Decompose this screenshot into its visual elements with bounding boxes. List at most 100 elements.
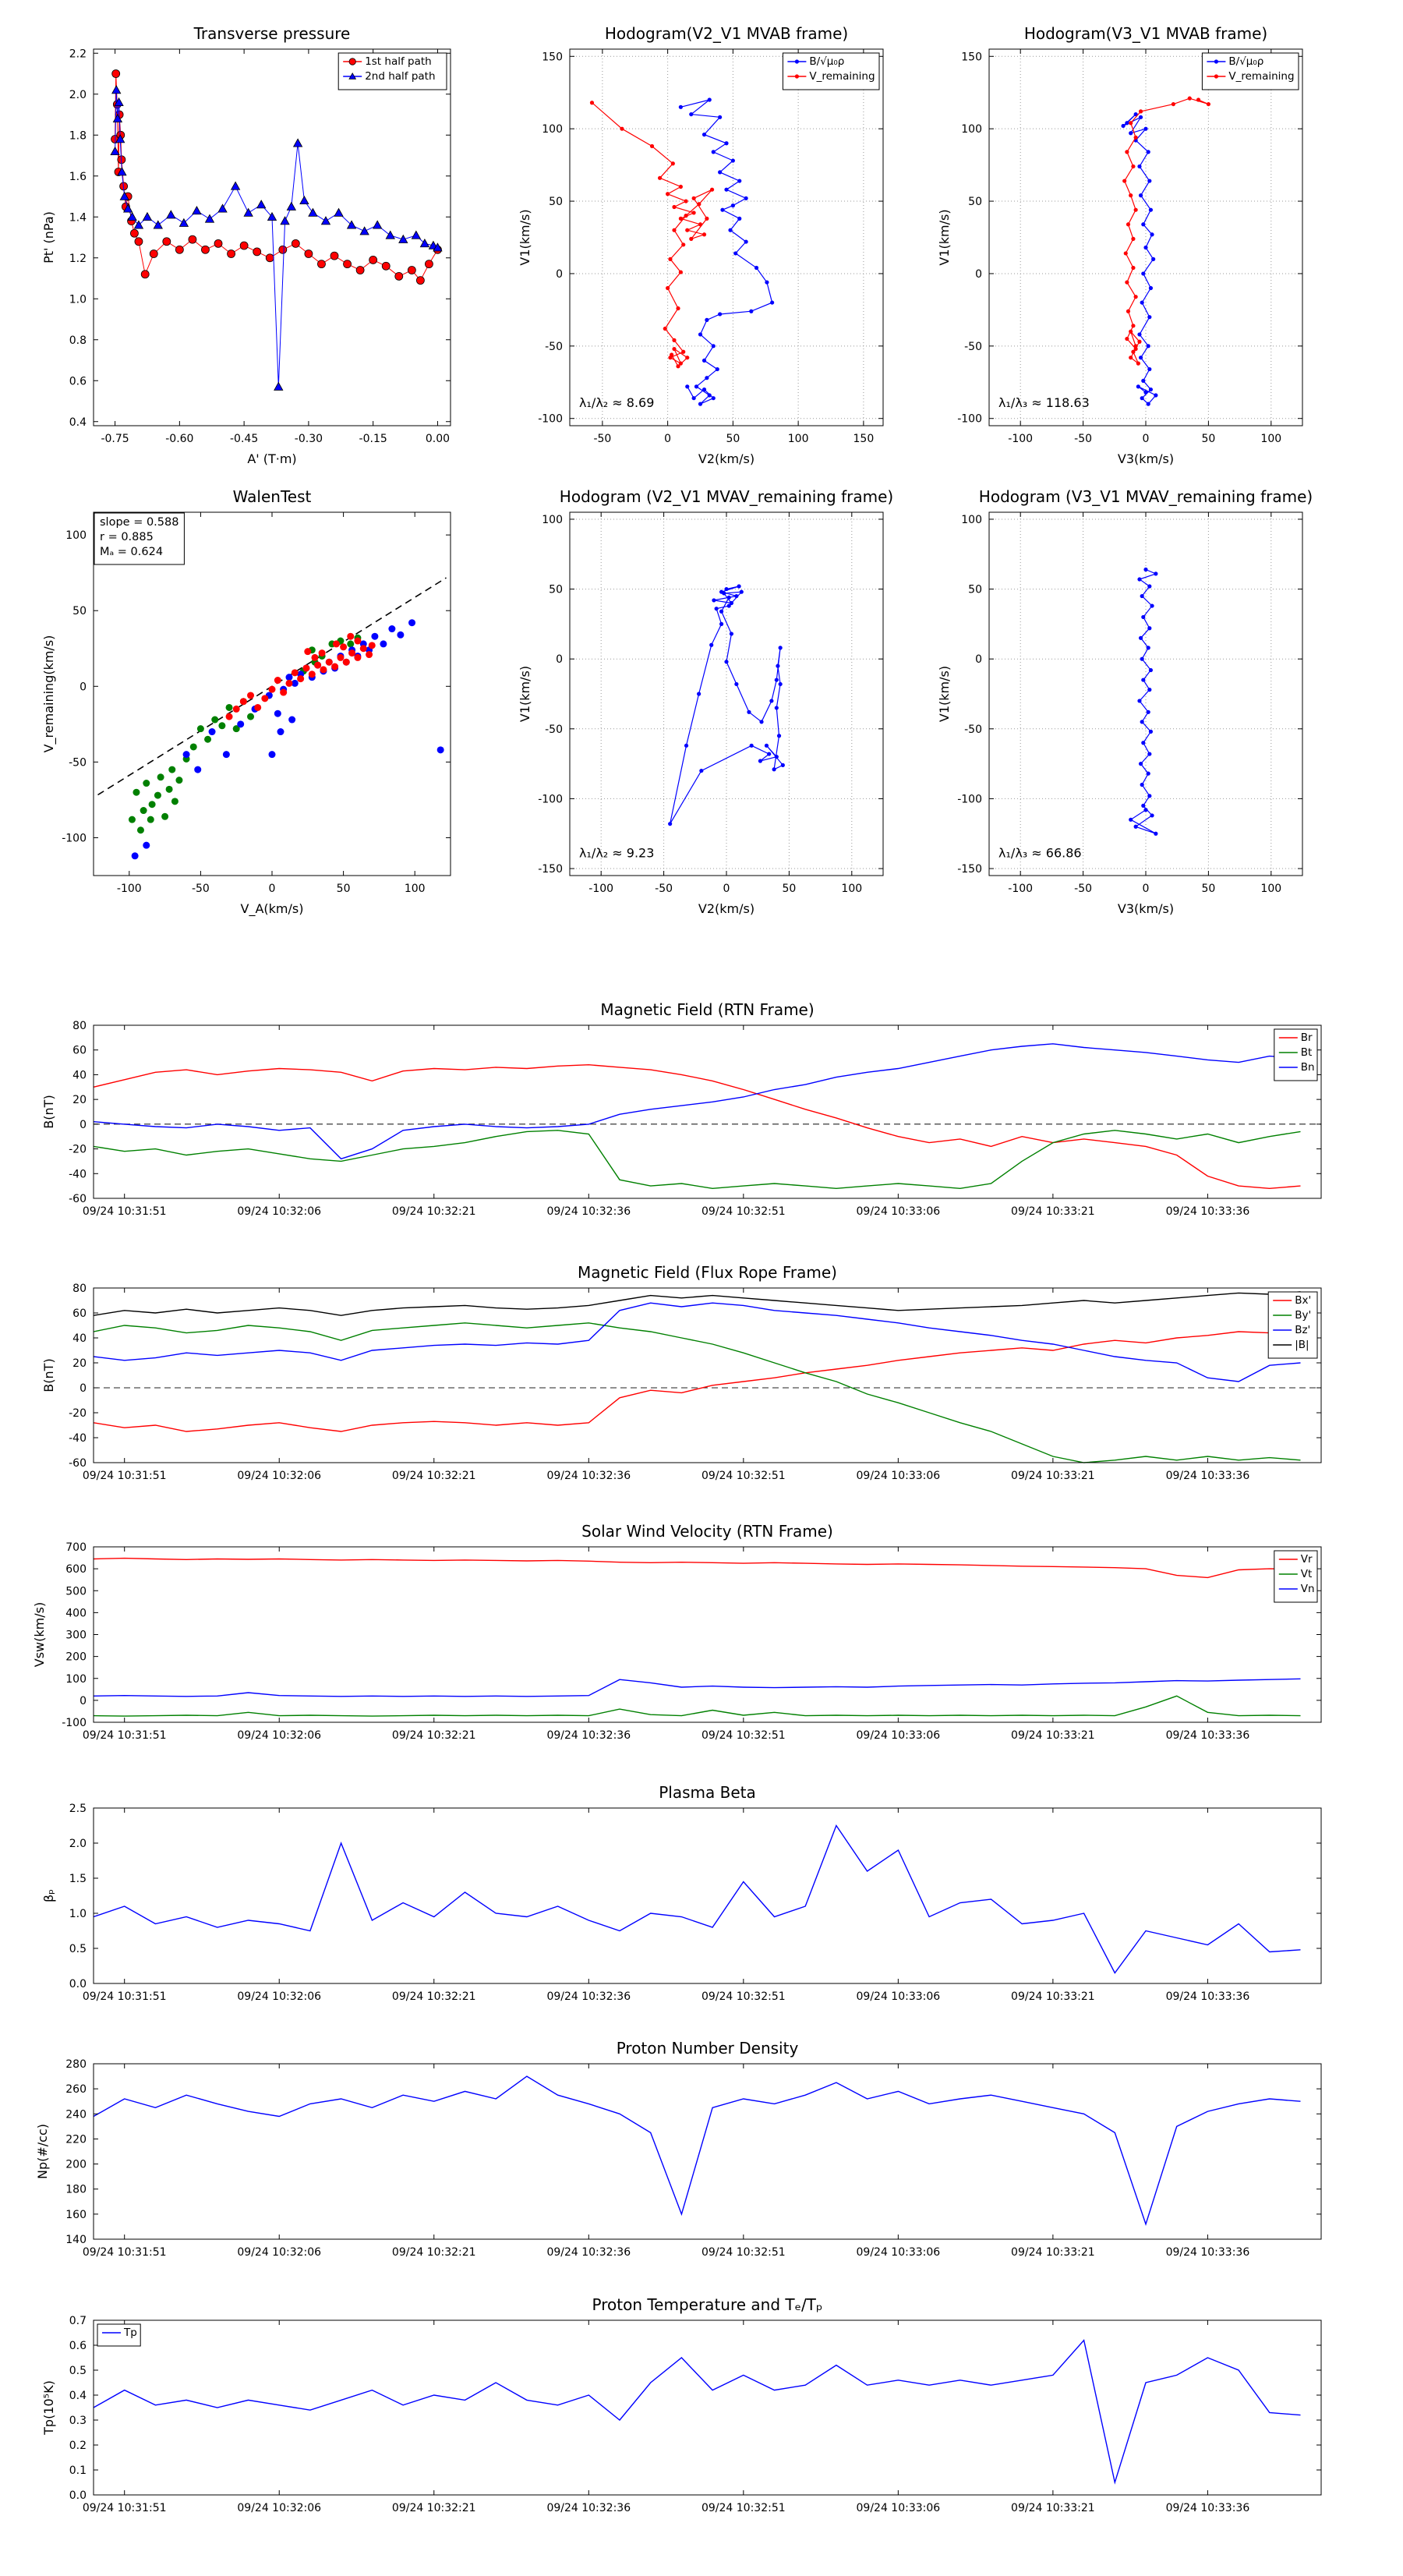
y-tick-label: -60 <box>69 1193 87 1205</box>
y-tick-label: -100 <box>62 832 87 844</box>
y-tick-label: -20 <box>69 1407 87 1420</box>
plot-area <box>94 1808 1321 1983</box>
y-tick-label: 100 <box>542 123 563 136</box>
legend-label: Vt <box>1301 1568 1313 1580</box>
legend-label: Vn <box>1301 1583 1315 1595</box>
y-tick-label: 0 <box>80 1695 87 1707</box>
y-tick-label: 0.4 <box>69 2390 87 2402</box>
x-axis-label: V2(km/s) <box>698 451 755 466</box>
y-tick-label: -40 <box>69 1168 87 1180</box>
y-tick-label: -100 <box>957 413 982 426</box>
x-tick-label: 09/24 10:33:36 <box>1166 2246 1250 2259</box>
series-Vn <box>93 1678 1301 1697</box>
y-tick-label: -100 <box>62 1717 87 1729</box>
y-tick-label: 20 <box>72 1094 87 1106</box>
y-tick-label: 100 <box>65 1673 87 1686</box>
y-tick-label: -50 <box>545 724 563 736</box>
y-tick-label: 40 <box>72 1069 87 1081</box>
y-axis-label: B(nT) <box>41 1095 56 1128</box>
x-tick-label: 0 <box>1143 883 1150 895</box>
y-tick-label: 0 <box>80 1119 87 1131</box>
x-tick-label: 09/24 10:32:21 <box>392 2502 476 2514</box>
x-tick-label: 100 <box>1260 883 1281 895</box>
x-tick-label: -50 <box>655 883 673 895</box>
y-tick-label: -50 <box>69 756 87 769</box>
y-tick-label: 0.0 <box>69 2489 87 2502</box>
x-tick-label: -0.75 <box>101 433 129 445</box>
series-beta-p <box>93 1824 1301 1974</box>
x-tick-label: 09/24 10:31:51 <box>83 1205 167 1218</box>
legend-box <box>782 52 880 90</box>
y-tick-label: 80 <box>72 1283 87 1295</box>
chart-title: Plasma Beta <box>659 1783 756 1802</box>
y-tick-label: -20 <box>69 1144 87 1156</box>
x-tick-label: 09/24 10:33:06 <box>857 2246 941 2259</box>
x-tick-label: -50 <box>192 883 210 895</box>
x-tick-label: 09/24 10:31:51 <box>83 1990 167 2003</box>
x-tick-label: 09/24 10:32:51 <box>702 1990 786 2003</box>
plot-area <box>94 2064 1321 2239</box>
y-tick-label: 0.7 <box>69 2315 87 2327</box>
y-tick-label: -150 <box>538 863 563 876</box>
x-tick-label: 09/24 10:33:36 <box>1166 1729 1250 1742</box>
legend-label: By' <box>1295 1309 1311 1322</box>
y-axis-label: V1(km/s) <box>937 666 952 722</box>
y-tick-label: 1.8 <box>69 129 87 142</box>
y-tick-label: 150 <box>542 51 563 63</box>
x-tick-label: -0.60 <box>165 433 193 445</box>
x-tick-label: 09/24 10:32:06 <box>237 1205 321 1218</box>
x-tick-label: 09/24 10:32:21 <box>392 2246 476 2259</box>
series-B-magnitude <box>93 1291 1301 1316</box>
chart-proton-number-density: 09/24 10:31:51 09/24 10:32:06 09/24 10:32:… <box>35 2039 1322 2259</box>
x-tick-label: 09/24 10:31:51 <box>83 2246 167 2259</box>
y-tick-label: 200 <box>65 1651 87 1664</box>
x-tick-label: 09/24 10:32:36 <box>546 1729 631 1742</box>
chart-title: Hodogram(V3_V1 MVAB frame) <box>1024 24 1267 43</box>
y-tick-label: 280 <box>65 2058 87 2071</box>
y-tick-label: 0.4 <box>69 416 87 429</box>
x-tick-label: 50 <box>726 433 740 445</box>
x-tick-label: 09/24 10:32:21 <box>392 1470 476 1482</box>
y-tick-label: 0.3 <box>69 2415 87 2427</box>
y-axis-label: V1(km/s) <box>518 209 532 265</box>
x-tick-label: 09/24 10:31:51 <box>83 2502 167 2514</box>
series-group <box>93 1043 1301 1190</box>
y-axis-label: Vsw(km/s) <box>32 1602 47 1667</box>
y-tick-label: 0 <box>556 653 563 666</box>
x-axis-label: V2(km/s) <box>698 901 755 916</box>
x-tick-label: 09/24 10:32:36 <box>546 2246 631 2259</box>
y-axis-label: V1(km/s) <box>518 666 532 722</box>
series-Bt <box>93 1130 1301 1190</box>
series-group <box>93 1824 1301 1974</box>
y-tick-label: 20 <box>72 1357 87 1370</box>
x-tick-label: 150 <box>853 433 875 445</box>
x-tick-label: 100 <box>841 883 862 895</box>
y-tick-label: 1.5 <box>69 1873 87 1885</box>
y-tick-label: -40 <box>69 1432 87 1445</box>
y-tick-label: 1.0 <box>69 1908 87 1920</box>
chart-hodogram-v3v1-mvab: -100 -50 0 50 100 -100 -50 0 50 100 150 Hodogram(V3… <box>937 24 1303 466</box>
legend-box <box>337 52 447 90</box>
x-tick-label: 09/24 10:33:06 <box>857 2502 941 2514</box>
y-tick-label: 0 <box>80 681 87 693</box>
chart-title: Proton Temperature and Tₑ/Tₚ <box>592 2295 823 2314</box>
legend-label: Bn <box>1301 1061 1315 1074</box>
x-tick-label: 09/24 10:31:51 <box>83 1729 167 1742</box>
x-tick-label: 0.00 <box>426 433 450 445</box>
plot-area <box>94 1025 1321 1198</box>
x-tick-label: 09/24 10:33:21 <box>1011 2246 1095 2259</box>
series-By-prime <box>93 1322 1301 1463</box>
y-tick-label: 600 <box>65 1563 87 1576</box>
y-tick-label: 150 <box>961 51 982 63</box>
chart-title: Hodogram (V2_V1 MVAV_remaining frame) <box>560 487 893 506</box>
y-tick-label: 700 <box>65 1541 87 1554</box>
x-tick-label: 09/24 10:32:36 <box>546 2502 631 2514</box>
x-tick-label: -0.15 <box>359 433 387 445</box>
chart-walen-test: -100 -50 0 50 100 -100 -50 0 50 100 WalenTest V_A(k… <box>41 487 451 917</box>
y-tick-label: -50 <box>545 341 563 353</box>
x-tick-label: -100 <box>588 883 613 895</box>
y-tick-label: 0.1 <box>69 2465 87 2477</box>
series-Br <box>93 1063 1301 1190</box>
y-tick-label: 100 <box>961 123 982 136</box>
